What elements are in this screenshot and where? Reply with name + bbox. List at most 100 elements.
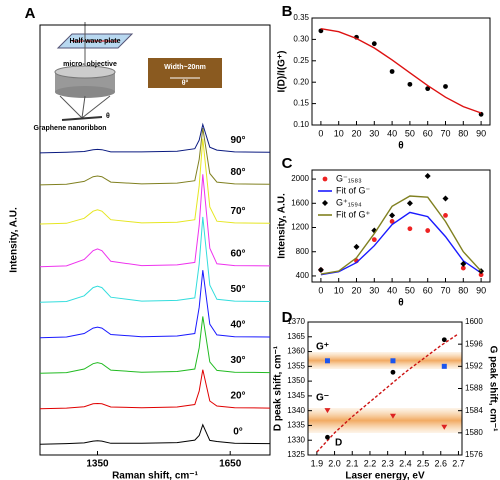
data-point <box>324 358 330 364</box>
x-tick-label: 40 <box>387 128 397 138</box>
x-tick-label: 2.3 <box>381 458 394 468</box>
legend-label: Fit of G⁻ <box>336 185 371 195</box>
y-tick-label: 1330 <box>287 435 305 444</box>
y2-tick-label: 1592 <box>465 361 483 370</box>
y-tick-label: 1370 <box>287 317 305 326</box>
series-label: 90° <box>230 135 245 146</box>
x-tick-label: 60 <box>423 285 433 295</box>
x-tick-label: 90 <box>476 285 486 295</box>
x-tick-label: 80 <box>458 285 468 295</box>
annotation: G⁻ <box>316 393 329 404</box>
x-tick-label: 2.0 <box>328 458 341 468</box>
g-minus-band <box>308 408 462 433</box>
data-point <box>425 228 431 233</box>
series-line <box>39 128 271 186</box>
inset-label: Half-wave plate <box>70 38 121 45</box>
inset-diagram <box>54 22 222 121</box>
series-line <box>39 174 271 268</box>
series-line <box>316 333 459 453</box>
y-axis-label: Intensity, A.U. <box>277 193 288 259</box>
series-line <box>320 195 482 275</box>
plot-frame <box>311 17 491 126</box>
data-point <box>407 81 413 87</box>
x-tick-label: 0 <box>318 285 323 295</box>
y-tick-label: 0.20 <box>293 77 309 86</box>
x-axis-label: θ <box>398 141 403 152</box>
series-label: 40° <box>230 320 245 331</box>
data-point <box>443 84 448 89</box>
x-tick-label: 1350 <box>86 459 109 470</box>
y2-tick-label: 1596 <box>465 339 483 348</box>
y-tick-label: 0.15 <box>293 99 309 108</box>
data-point <box>317 266 324 273</box>
y2-tick-label: 1600 <box>465 317 483 326</box>
series-line <box>320 28 482 114</box>
y-tick-label: 1355 <box>287 361 305 370</box>
series-label: 30° <box>230 355 245 366</box>
data-point <box>460 260 467 267</box>
data-point <box>389 212 396 219</box>
data-point <box>389 69 395 74</box>
series-label: 60° <box>230 249 245 260</box>
x-tick-label: 30 <box>369 128 379 138</box>
y2-tick-label: 1580 <box>465 428 483 437</box>
y-tick-label: 1360 <box>287 347 305 356</box>
data-point <box>424 173 431 180</box>
y-tick-label: 800 <box>296 247 310 256</box>
y-tick-label: 1200 <box>291 223 309 232</box>
x-tick-label: 20 <box>351 128 361 138</box>
y-tick-label: 0.25 <box>293 56 309 65</box>
panel-label: A <box>25 5 36 22</box>
series-line <box>39 122 271 154</box>
afm-image <box>148 58 222 88</box>
legend-label: Fit of G⁺ <box>336 209 371 219</box>
beam <box>81 95 86 119</box>
x-tick-label: 2.5 <box>417 458 430 468</box>
panel-label: C <box>282 155 293 172</box>
series-label: 70° <box>230 206 245 217</box>
data-point <box>425 86 431 92</box>
data-point <box>443 213 448 218</box>
annotation: D <box>335 438 342 449</box>
series-line <box>320 211 482 276</box>
data-point <box>478 272 484 278</box>
series-label: 0° <box>233 426 243 437</box>
x-tick-label: 90 <box>476 128 486 138</box>
data-point <box>318 28 324 34</box>
data-point <box>441 424 448 430</box>
data-point <box>442 195 449 202</box>
x-tick-label: 70 <box>440 128 450 138</box>
x-tick-label: 2.4 <box>399 458 412 468</box>
x-tick-label: 10 <box>334 285 344 295</box>
y-tick-label: 1325 <box>287 450 305 459</box>
y-tick-label: 2000 <box>291 174 309 183</box>
x-tick-label: 70 <box>440 285 450 295</box>
beam <box>59 95 83 119</box>
x-tick-label: 2.6 <box>435 458 448 468</box>
x-tick-label: 50 <box>405 128 415 138</box>
data-point <box>390 358 396 364</box>
y2-tick-label: 1584 <box>465 406 483 415</box>
inset-label: θ° <box>182 79 189 87</box>
data-point <box>353 243 360 250</box>
data-point <box>441 363 447 369</box>
legend-swatch <box>322 176 328 182</box>
x-tick-label: 0 <box>318 128 323 138</box>
series-line <box>39 138 271 225</box>
plot-frame <box>307 321 463 456</box>
data-point <box>371 41 377 47</box>
data-point <box>390 369 396 375</box>
x-axis-label: θ <box>398 298 403 309</box>
y-tick-label: 1600 <box>291 198 309 207</box>
series-label: 20° <box>230 391 245 402</box>
y-tick-label: 0.10 <box>293 120 309 129</box>
series-label: 50° <box>230 284 245 295</box>
panel-label: D <box>282 309 293 326</box>
x-tick-label: 30 <box>369 285 379 295</box>
inset-label: θ <box>106 113 110 120</box>
series-line <box>39 270 271 339</box>
series-line <box>39 316 271 374</box>
plot-frame <box>311 169 491 283</box>
x-tick-label: 20 <box>351 285 361 295</box>
